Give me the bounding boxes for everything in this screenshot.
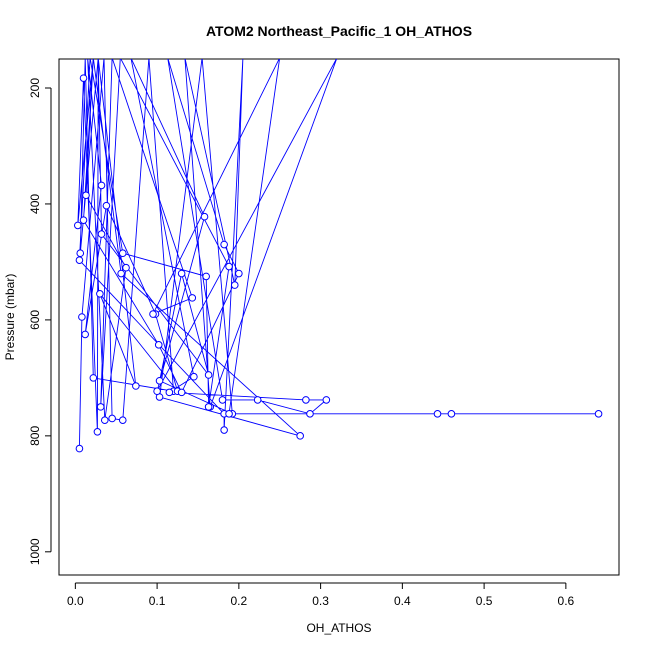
data-point [132,382,140,390]
y-tick-label: 800 [28,426,42,446]
data-point [204,403,213,411]
data-point [118,249,127,258]
y-tick-label: 400 [28,194,42,214]
data-point [117,269,125,278]
x-tick-label: 0.3 [312,594,329,608]
data-point [154,341,163,349]
data-point [78,313,86,321]
data-point [253,396,262,404]
plot-area [74,59,603,453]
data-point [96,290,104,298]
data-point [149,310,157,318]
data-point [75,256,84,264]
data-point [447,410,456,418]
data-point [118,416,127,425]
data-point [220,240,228,249]
data-point [190,372,198,381]
data-point [204,371,213,379]
data-point [177,269,186,278]
data-point [296,432,304,440]
series-line [77,59,599,449]
x-tick-label: 0.5 [476,594,493,608]
data-point [594,410,603,418]
x-tick-label: 0.0 [67,594,84,608]
data-point [153,387,161,396]
x-tick-label: 0.1 [149,594,166,608]
data-point [96,403,105,411]
data-point [108,414,116,423]
x-axis: 0.0 0.1 0.2 0.3 0.4 0.5 0.6 [67,582,575,608]
data-point [322,396,331,404]
plot-frame [58,58,620,576]
data-point [188,294,197,302]
data-point [82,191,90,200]
data-point [225,262,233,271]
data-point [218,396,227,404]
data-point [93,427,102,436]
data-point [230,281,239,289]
x-axis-label: OH_ATHOS [306,621,371,635]
chart-title: ATOM2 Northeast_Pacific_1 OH_ATHOS [206,23,472,39]
data-point [74,221,82,230]
data-point [100,416,109,425]
y-tick-label: 600 [28,310,42,330]
y-axis: 200 400 600 800 1000 [28,78,52,565]
data-point [75,444,84,453]
y-axis-label: Pressure (mbar) [3,274,17,361]
data-point [202,272,210,281]
data-point [76,249,85,258]
data-point [200,212,209,221]
data-point [89,374,98,382]
data-point [79,74,88,82]
data-point [433,410,442,418]
data-point [97,230,106,238]
y-tick-label: 200 [28,78,42,98]
data-point [177,388,186,397]
data-point [97,181,106,190]
data-point [220,426,228,434]
data-point [235,269,243,278]
data-point [306,410,314,418]
data-point [165,388,174,397]
data-point [79,216,88,224]
data-point [102,201,111,210]
y-tick-label: 1000 [28,538,42,565]
x-tick-label: 0.2 [231,594,248,608]
data-point [302,396,310,404]
data-point [155,376,164,385]
data-point [225,410,233,418]
data-point [122,263,130,272]
data-point [81,330,89,339]
x-tick-label: 0.6 [558,594,575,608]
x-tick-label: 0.4 [394,594,411,608]
